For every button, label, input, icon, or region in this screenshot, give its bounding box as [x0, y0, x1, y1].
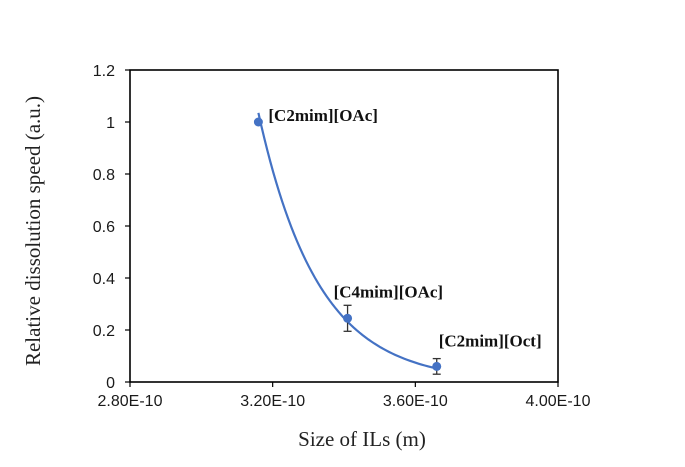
x-tick-label: 4.00E-10 — [526, 393, 591, 410]
point-label: [C4mim][OAc] — [334, 282, 444, 301]
y-tick-label: 0.6 — [93, 219, 115, 236]
data-points — [253, 117, 442, 375]
y-tick-label: 0.4 — [93, 271, 115, 288]
point-label: [C2mim][Oct] — [439, 331, 542, 350]
y-tick-label: 0.2 — [93, 323, 115, 340]
plot-frame — [129, 69, 559, 383]
x-tick-label: 3.20E-10 — [240, 393, 305, 410]
x-axis-title: Size of ILs (m) — [298, 427, 426, 451]
x-axis-ticks: 2.80E-10 3.20E-10 3.60E-10 4.00E-10 — [98, 382, 591, 410]
y-axis-ticks: 0 0.2 0.4 0.6 0.8 1 1.2 — [93, 63, 130, 392]
x-tick-label: 2.80E-10 — [98, 393, 163, 410]
x-tick-label: 3.60E-10 — [383, 393, 448, 410]
y-axis-title: Relative dissolution speed (a.u.) — [21, 96, 45, 366]
y-tick-label: 1.2 — [93, 63, 115, 80]
data-point — [343, 313, 353, 323]
y-tick-label: 1 — [106, 115, 115, 132]
y-tick-label: 0 — [106, 375, 115, 392]
data-point — [432, 361, 442, 371]
point-label: [C2mim][OAc] — [268, 106, 378, 125]
point-labels: [C2mim][OAc] [C4mim][OAc] [C2mim][Oct] — [268, 106, 541, 350]
y-tick-label: 0.8 — [93, 167, 115, 184]
data-point — [253, 117, 263, 127]
